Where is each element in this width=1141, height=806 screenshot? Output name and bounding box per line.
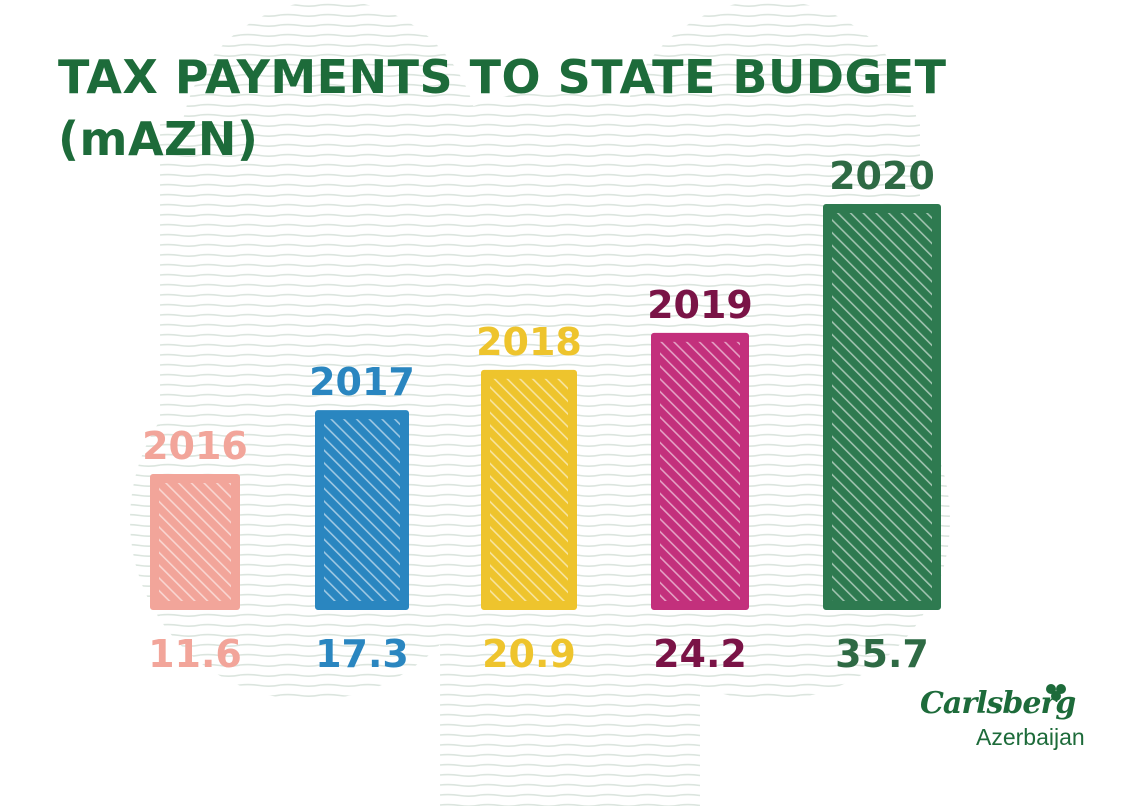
bar-hatch-2019 — [660, 341, 740, 601]
chart-title: TAX PAYMENTS TO STATE BUDGET (mAZN) — [58, 46, 947, 170]
chart-title-line-1: TAX PAYMENTS TO STATE BUDGET — [58, 50, 947, 104]
clover-leaf-icon — [1046, 684, 1066, 701]
bar-hatch-2020 — [832, 213, 932, 601]
bar-hatch-2018 — [490, 378, 568, 601]
year-label-2016: 2016 — [142, 424, 248, 468]
year-label-2018: 2018 — [476, 320, 582, 364]
value-label-2016: 11.6 — [148, 632, 242, 676]
value-label-2017: 17.3 — [315, 632, 409, 676]
bar-hatch-2016 — [159, 483, 231, 601]
year-label-2020: 2020 — [829, 154, 935, 198]
value-label-2019: 24.2 — [653, 632, 747, 676]
year-label-2017: 2017 — [309, 360, 415, 404]
bar-hatch-2017 — [324, 419, 400, 601]
chart-title-line-2: (mAZN) — [58, 112, 259, 166]
year-label-2019: 2019 — [647, 283, 753, 327]
value-label-2020: 35.7 — [835, 632, 929, 676]
carlsberg-logo: Carlsberg Azerbaijan — [920, 684, 1085, 756]
logo-region: Azerbaijan — [976, 724, 1085, 750]
value-label-2018: 20.9 — [482, 632, 576, 676]
